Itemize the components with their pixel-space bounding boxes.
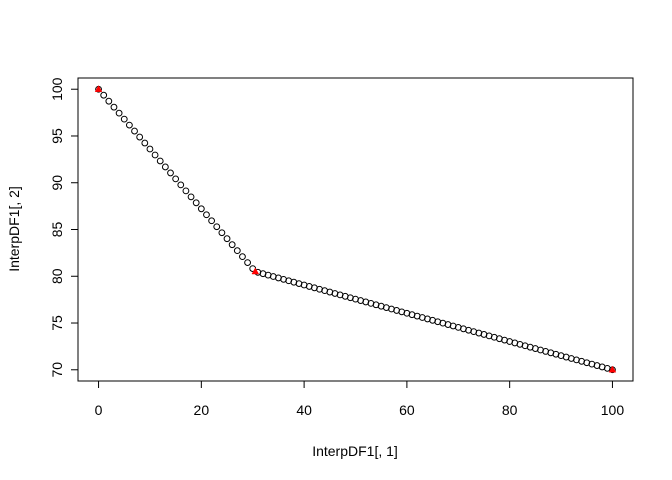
data-point	[141, 139, 149, 147]
data-point	[203, 211, 210, 219]
x-tick-label: 60	[399, 402, 415, 418]
interpolated-series	[95, 85, 616, 374]
y-tick-label: 95	[49, 128, 65, 144]
plot-frame	[77, 77, 634, 382]
data-point	[167, 169, 174, 177]
y-tick-label: 75	[49, 315, 65, 331]
y-tick-label: 90	[49, 175, 65, 191]
data-point	[208, 217, 216, 225]
y-axis: 70 75 80 85 90 95 100	[49, 77, 79, 378]
data-point	[172, 175, 180, 183]
data-point	[218, 229, 226, 237]
data-point	[228, 241, 236, 249]
data-point	[182, 187, 190, 195]
data-point	[213, 223, 221, 231]
data-point	[131, 127, 138, 135]
data-point	[156, 157, 164, 165]
y-tick-label: 100	[49, 77, 65, 101]
x-axis: 0 20 40 60 80 100	[95, 380, 625, 418]
x-tick-label: 40	[296, 402, 312, 418]
data-point	[233, 247, 241, 255]
x-axis-title: InterpDF1[, 1]	[312, 443, 398, 459]
knot-marker	[251, 267, 260, 275]
data-point	[244, 259, 251, 267]
data-point	[223, 235, 231, 243]
data-point	[146, 145, 154, 153]
y-tick-label: 85	[49, 222, 65, 238]
data-point	[239, 253, 246, 261]
x-tick-label: 100	[601, 402, 625, 418]
knot-series	[94, 85, 617, 373]
data-point	[192, 199, 200, 207]
knot-marker	[94, 85, 103, 92]
data-point	[161, 163, 169, 171]
x-tick-label: 80	[502, 402, 518, 418]
y-axis-title: InterpDF1[, 2]	[6, 186, 22, 272]
knot-marker	[608, 365, 617, 373]
data-point	[151, 151, 159, 159]
data-point	[125, 121, 133, 129]
y-tick-label: 70	[49, 362, 65, 378]
data-point	[110, 103, 118, 111]
data-point	[136, 133, 144, 141]
data-point	[105, 97, 113, 105]
data-point	[120, 115, 128, 123]
x-tick-label: 20	[194, 402, 210, 418]
data-point	[177, 181, 185, 189]
data-point	[187, 193, 195, 201]
y-tick-label: 80	[49, 268, 65, 284]
data-point	[197, 205, 205, 213]
data-point	[115, 109, 123, 117]
x-tick-label: 0	[95, 402, 103, 418]
data-point	[100, 91, 108, 99]
